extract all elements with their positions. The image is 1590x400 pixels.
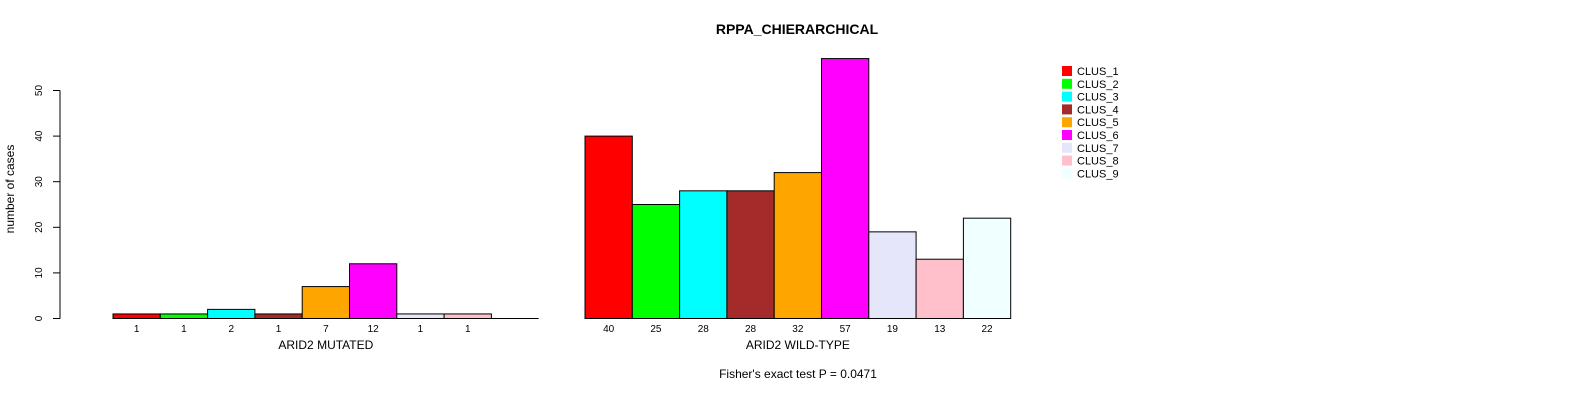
legend-item: CLUS_8 <box>1062 155 1119 168</box>
chart-title: RPPA_CHIERARCHICAL <box>716 21 879 37</box>
legend-label: CLUS_2 <box>1077 79 1119 91</box>
legend-item: CLUS_3 <box>1062 91 1119 104</box>
bar-clus-5 <box>773 172 823 319</box>
legend-swatch <box>1062 168 1072 179</box>
legend-label: CLUS_3 <box>1077 92 1119 104</box>
bar-count-label: 40 <box>603 324 615 335</box>
bar-clus-4 <box>726 190 775 320</box>
legend-swatch <box>1062 78 1072 89</box>
bar-clus-3 <box>679 190 728 320</box>
y-tick-label: 40 <box>34 130 45 142</box>
bar-count-label: 1 <box>276 324 282 335</box>
y-axis-label: number of cases <box>3 145 17 234</box>
bar-count-label: 32 <box>792 324 804 335</box>
bar-clus-2 <box>631 204 681 319</box>
bar-clus-7 <box>868 231 917 319</box>
bar-clus-6 <box>821 58 870 320</box>
y-tick-label: 50 <box>34 85 45 97</box>
legend-item: CLUS_9 <box>1062 168 1119 180</box>
bar-clus-3 <box>207 308 256 320</box>
bar-count-label: 1 <box>465 324 471 335</box>
bar-clus-4 <box>254 313 303 320</box>
legend-item: CLUS_2 <box>1062 78 1119 91</box>
bar-count-label: 19 <box>887 324 899 335</box>
legend-swatch <box>1062 130 1072 140</box>
legend-item: CLUS_6 <box>1062 130 1119 142</box>
legend: CLUS_1CLUS_2CLUS_3CLUS_4CLUS_5CLUS_6CLUS… <box>1062 66 1119 180</box>
group-label: ARID2 WILD-TYPE <box>746 338 850 352</box>
legend-label: CLUS_4 <box>1077 104 1119 116</box>
legend-label: CLUS_1 <box>1077 66 1119 78</box>
bar-count-label: 28 <box>745 324 757 335</box>
bar-count-label: 1 <box>181 324 187 335</box>
bar-count-label: 7 <box>323 324 329 335</box>
y-tick-label: 0 <box>34 315 45 321</box>
bar-count-label: 12 <box>368 324 380 335</box>
fisher-test-footnote: Fisher's exact test P = 0.0471 <box>719 367 877 381</box>
legend-label: CLUS_6 <box>1077 130 1119 142</box>
group-label: ARID2 MUTATED <box>278 338 373 352</box>
legend-swatch <box>1062 117 1072 128</box>
bar-clus-1 <box>584 135 633 319</box>
legend-swatch <box>1062 66 1072 76</box>
bar-count-label: 1 <box>418 324 424 335</box>
bar-count-label: 2 <box>228 324 234 335</box>
bar-clus-8 <box>915 258 964 319</box>
legend-item: CLUS_5 <box>1062 117 1119 129</box>
legend-item: CLUS_4 <box>1062 104 1119 116</box>
y-tick-label: 30 <box>34 176 45 188</box>
bar-clus-1 <box>112 313 161 320</box>
bar-count-label: 57 <box>840 324 852 335</box>
bar-count-label: 25 <box>650 324 662 335</box>
y-tick-label: 10 <box>34 267 45 279</box>
legend-label: CLUS_7 <box>1077 143 1119 155</box>
legend-swatch <box>1062 91 1072 102</box>
bar-clus-6 <box>349 263 398 319</box>
legend-swatch <box>1062 104 1072 115</box>
legend-swatch <box>1062 142 1072 153</box>
bar-clus-5 <box>301 286 351 319</box>
legend-label: CLUS_8 <box>1077 156 1119 168</box>
bar-count-label: 28 <box>698 324 710 335</box>
bar-clus-9 <box>962 217 1012 319</box>
y-axis: 0 10 20 30 40 50 <box>34 85 61 321</box>
legend-label: CLUS_9 <box>1077 168 1119 180</box>
legend-item: CLUS_1 <box>1062 66 1119 78</box>
bar-count-label: 1 <box>134 324 140 335</box>
bar-clus-7 <box>396 313 445 320</box>
y-tick-label: 20 <box>34 221 45 233</box>
legend-label: CLUS_5 <box>1077 117 1119 129</box>
legend-swatch <box>1062 155 1072 166</box>
bar-clus-2 <box>159 313 209 320</box>
panel-wild-type: 40 25 28 28 32 57 19 13 22 ARID2 WILD-TYPE <box>584 58 1012 352</box>
bar-count-label: 22 <box>981 324 993 335</box>
legend-item: CLUS_7 <box>1062 142 1119 155</box>
bar-clus-8 <box>443 313 492 320</box>
bar-count-label: 13 <box>934 324 946 335</box>
